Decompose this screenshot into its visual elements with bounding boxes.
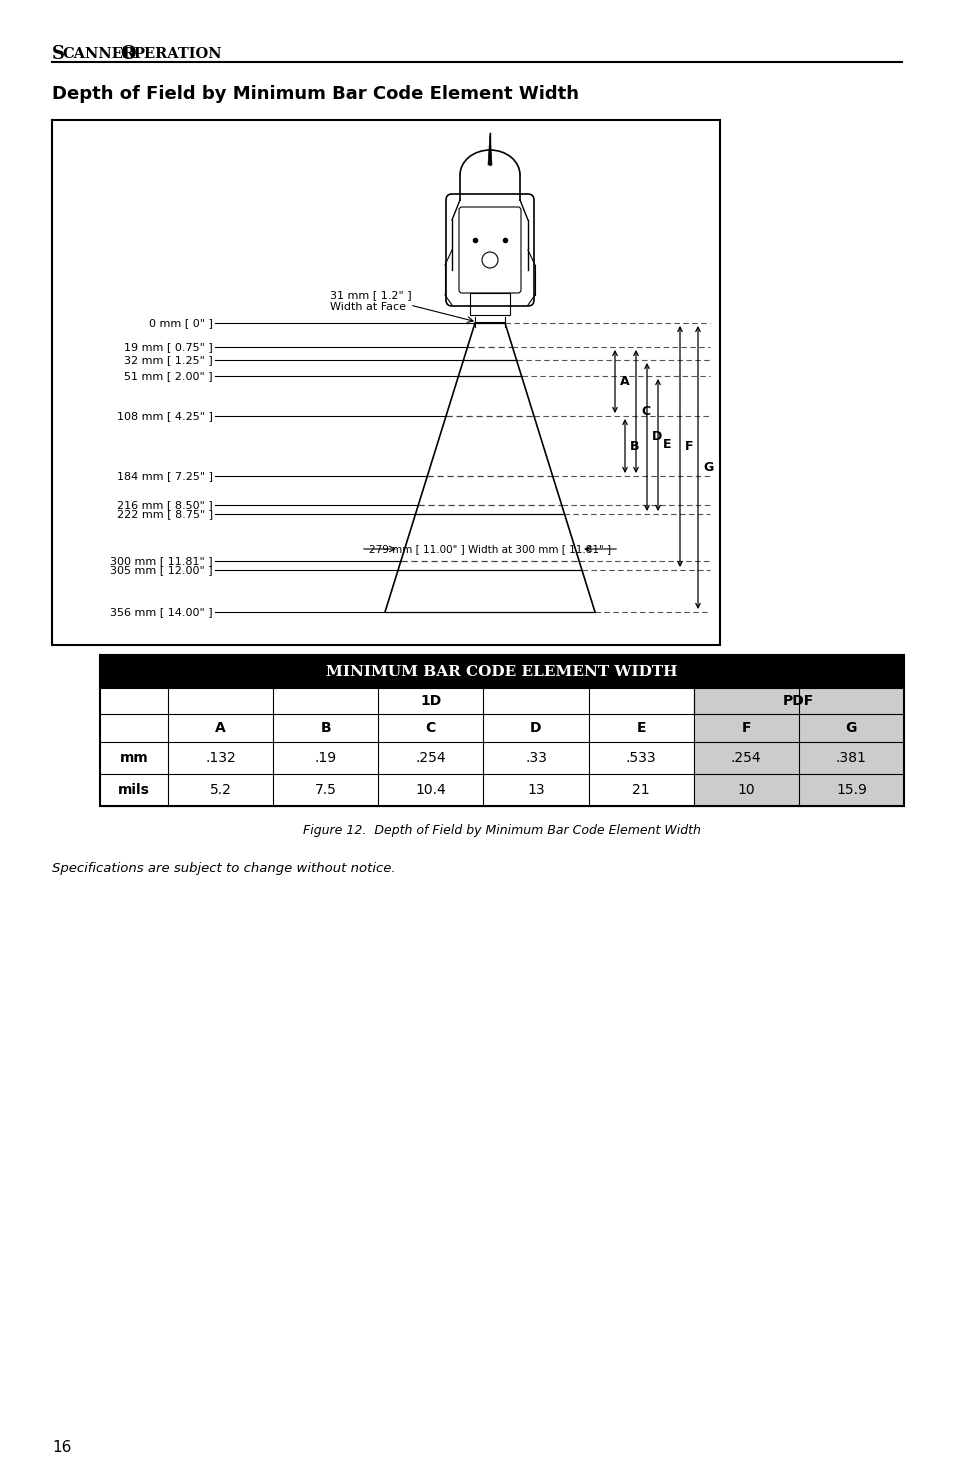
Text: D: D — [530, 721, 541, 735]
Text: 5.2: 5.2 — [210, 783, 232, 796]
Bar — [52, 119, 720, 645]
Text: Figure 12.  Depth of Field by Minimum Bar Code Element Width: Figure 12. Depth of Field by Minimum Bar… — [303, 825, 700, 836]
Text: 31 mm [ 1.2" ]
Width at Face: 31 mm [ 1.2" ] Width at Face — [330, 291, 411, 311]
Text: 305 mm [ 12.00" ]: 305 mm [ 12.00" ] — [111, 565, 213, 575]
Text: 216 mm [ 8.50" ]: 216 mm [ 8.50" ] — [117, 500, 213, 510]
Text: O: O — [120, 46, 135, 63]
Text: 19 mm [ 0.75" ]: 19 mm [ 0.75" ] — [124, 342, 213, 353]
Text: E: E — [636, 721, 645, 735]
Text: 108 mm [ 4.25" ]: 108 mm [ 4.25" ] — [117, 412, 213, 420]
Text: B: B — [629, 440, 639, 453]
Bar — [100, 655, 903, 687]
Text: F: F — [684, 440, 693, 453]
Text: 7.5: 7.5 — [314, 783, 336, 796]
Text: E: E — [662, 438, 671, 451]
Text: G: G — [845, 721, 856, 735]
Text: mm: mm — [119, 751, 149, 766]
Text: 184 mm [ 7.25" ]: 184 mm [ 7.25" ] — [117, 471, 213, 481]
Text: 10.4: 10.4 — [416, 783, 446, 796]
Text: 222 mm [ 8.75" ]: 222 mm [ 8.75" ] — [117, 509, 213, 519]
Text: D: D — [651, 431, 661, 444]
Text: PDF: PDF — [782, 695, 814, 708]
Bar — [798, 742, 903, 774]
Text: .132: .132 — [205, 751, 235, 766]
Bar — [100, 655, 903, 805]
Bar — [693, 714, 798, 742]
Text: .33: .33 — [524, 751, 546, 766]
Text: 51 mm [ 2.00" ]: 51 mm [ 2.00" ] — [124, 372, 213, 381]
Text: 300 mm [ 11.81" ]: 300 mm [ 11.81" ] — [111, 556, 213, 566]
Text: 16: 16 — [52, 1440, 71, 1454]
Text: 13: 13 — [527, 783, 544, 796]
Text: Depth of Field by Minimum Bar Code Element Width: Depth of Field by Minimum Bar Code Eleme… — [52, 86, 578, 103]
Bar — [798, 774, 903, 805]
Text: PERATION: PERATION — [132, 47, 221, 60]
Text: .254: .254 — [416, 751, 446, 766]
Text: 356 mm [ 14.00" ]: 356 mm [ 14.00" ] — [111, 608, 213, 617]
Bar — [693, 687, 903, 714]
Text: C: C — [640, 406, 649, 417]
Text: 15.9: 15.9 — [835, 783, 866, 796]
Text: .254: .254 — [730, 751, 760, 766]
Text: A: A — [619, 375, 629, 388]
Text: 32 mm [ 1.25" ]: 32 mm [ 1.25" ] — [124, 355, 213, 364]
Text: F: F — [740, 721, 750, 735]
Polygon shape — [488, 133, 492, 165]
Text: 10: 10 — [737, 783, 755, 796]
Text: mils: mils — [118, 783, 150, 796]
Text: CANNER: CANNER — [62, 47, 135, 60]
Text: 1D: 1D — [419, 695, 441, 708]
Text: Specifications are subject to change without notice.: Specifications are subject to change wit… — [52, 861, 395, 875]
Bar — [693, 742, 798, 774]
Text: S: S — [52, 46, 65, 63]
Bar — [470, 294, 510, 316]
Text: MINIMUM BAR CODE ELEMENT WIDTH: MINIMUM BAR CODE ELEMENT WIDTH — [326, 665, 677, 678]
Bar — [798, 714, 903, 742]
Bar — [693, 774, 798, 805]
Text: .19: .19 — [314, 751, 336, 766]
Text: A: A — [215, 721, 226, 735]
Text: 279 mm [ 11.00" ] Width at 300 mm [ 11.81" ]: 279 mm [ 11.00" ] Width at 300 mm [ 11.8… — [369, 544, 611, 555]
Text: .533: .533 — [625, 751, 656, 766]
Text: 21: 21 — [632, 783, 649, 796]
Text: C: C — [425, 721, 436, 735]
Text: .381: .381 — [835, 751, 866, 766]
Text: G: G — [702, 462, 713, 473]
Text: B: B — [320, 721, 331, 735]
Text: 0 mm [ 0" ]: 0 mm [ 0" ] — [149, 319, 213, 327]
